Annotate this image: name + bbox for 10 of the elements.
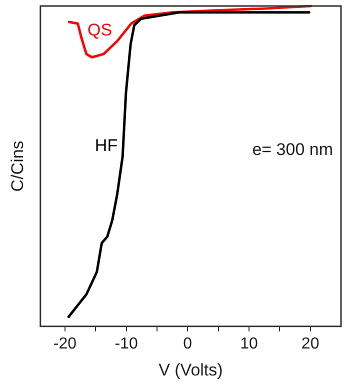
x-tick-label: 10 [240, 335, 258, 352]
x-axis-title: V (Volts) [158, 360, 223, 380]
series-label: QS [88, 20, 112, 40]
x-tick-label: -10 [114, 335, 138, 352]
series-label: HF [94, 136, 118, 155]
annotation: e= 300 nm [252, 140, 333, 159]
x-tick-label: 0 [183, 335, 192, 352]
y-axis-title: C/Cins [8, 140, 27, 192]
x-tick-label: -20 [53, 335, 77, 352]
x-tick-label: 20 [301, 335, 320, 352]
